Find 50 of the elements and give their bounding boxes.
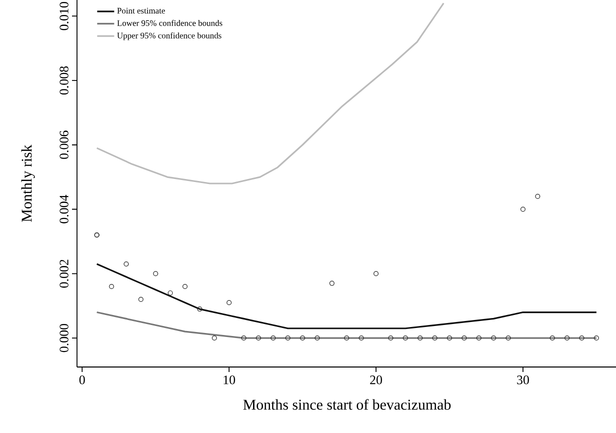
point (109, 284, 114, 290)
y-axis-title: Monthly risk (21, 144, 35, 222)
point (388, 336, 394, 341)
point (256, 336, 261, 341)
x-tick-label: 20 (370, 376, 382, 384)
x-tick-label: 0 (79, 376, 85, 384)
x-tick-label: 30 (517, 376, 529, 384)
point (402, 336, 408, 341)
line-series (96, 2, 444, 184)
point (594, 336, 599, 341)
point (374, 271, 379, 276)
point (579, 336, 584, 341)
point (446, 336, 452, 341)
point (168, 290, 173, 296)
y-tick-label: 0.006 (60, 130, 68, 159)
y-tick-label: 0.010 (60, 2, 68, 30)
point (212, 336, 217, 341)
point (550, 336, 555, 341)
point (124, 261, 129, 266)
point (270, 336, 276, 341)
y-tick-label: 0.000 (60, 324, 68, 352)
y-tick-label: 0.004 (60, 194, 68, 224)
point (520, 206, 526, 212)
point (358, 336, 364, 341)
point (153, 271, 158, 276)
point (506, 336, 511, 341)
point (476, 336, 482, 341)
point (226, 300, 232, 306)
point (344, 336, 350, 341)
point (300, 336, 306, 341)
point (197, 306, 202, 312)
point (329, 280, 334, 286)
x-axis-title: Months since start of bevacizumab (243, 399, 451, 410)
y-tick-label: 0.002 (60, 260, 68, 288)
point (138, 296, 144, 302)
point (182, 284, 188, 290)
point (285, 336, 290, 341)
legend-label: Point estimate (117, 8, 165, 14)
x-tick-label: 10 (224, 376, 236, 384)
legend-label: Lower 95% confidence bounds (117, 20, 222, 26)
point (535, 194, 540, 199)
y-tick-label: 0.008 (60, 66, 68, 95)
point (564, 336, 570, 341)
point (418, 336, 423, 341)
legend-label: Upper 95% confidence bounds (117, 32, 222, 40)
point (432, 336, 438, 341)
point (462, 336, 467, 341)
point (491, 336, 496, 341)
point (241, 336, 246, 341)
point (314, 336, 320, 341)
